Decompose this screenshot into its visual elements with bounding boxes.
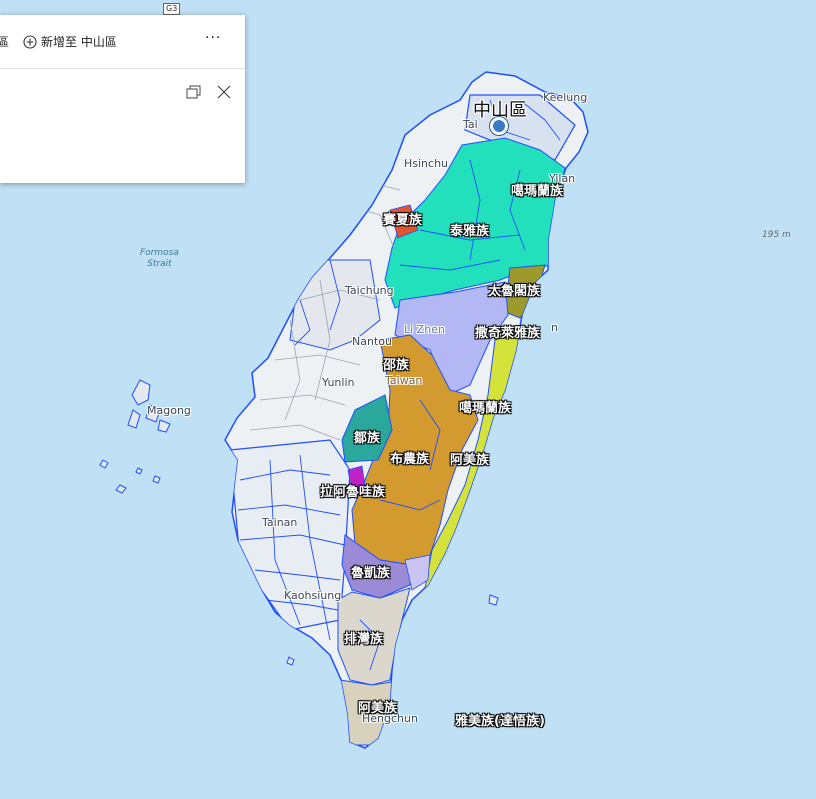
place-taipei: Tai [463,118,478,131]
add-to-collection-button[interactable]: 新增至 中山區 [41,35,117,49]
sea-label: Formosa Strait [140,248,179,269]
place-hualien: n [551,321,558,334]
tribe-label-atayal: 泰雅族 [450,224,490,239]
selected-place-label: 中山區 [473,100,527,121]
add-circle-icon[interactable] [23,34,37,53]
tribe-label-rukai: 魯凱族 [351,566,391,581]
place-magong: Magong [147,404,191,417]
tribe-label-bunun: 布農族 [390,452,430,467]
tribe-label-hla-alua: 拉阿魯哇族 [320,485,386,500]
popout-icon[interactable] [186,84,202,103]
tribe-label-kavalan: 噶瑪蘭族 [511,184,564,199]
place-nantou: Nantou [352,335,392,348]
tribe-label-amis: 阿美族 [450,453,490,468]
panel-toolbar: 區 新增至 中山區 ··· [0,15,245,69]
place-hsinchu: Hsinchu [404,157,449,170]
place-taichung: Taichung [345,284,394,297]
place-keelung: Keelung [543,91,588,104]
location-pin-icon[interactable] [490,117,508,135]
tribe-label-truku: 太魯閣族 [488,284,541,299]
tribe-label-yami: 雅美族(達悟族) [455,714,545,729]
place-li-zhen: Li Zhen [404,323,445,336]
place-yilan: Yilan [549,172,576,185]
tribe-label-tsou: 鄒族 [354,431,381,446]
place-yunlin: Yunlin [322,376,355,389]
tribe-label-kavalan-2: 噶瑪蘭族 [459,401,512,416]
close-icon[interactable] [217,84,231,103]
tribe-label-amis-south: 阿美族 [358,701,398,716]
place-kaohsiung: Kaohsiung [284,589,342,602]
place-taiwan: Taiwan [385,374,423,387]
tribe-label-saisiyat: 賽夏族 [383,213,423,228]
tribe-label-sakizaya: 撒奇萊雅族 [475,326,541,341]
panel-truncated-title: 區 [0,35,10,49]
place-info-panel: 區 新增至 中山區 ··· [0,15,245,183]
tribe-label-thao: 邵族 [383,358,410,373]
tribe-label-paiwan: 排灣族 [344,632,384,647]
elevation-label: 195 m [762,230,791,240]
road-shield: G3 [163,3,181,15]
place-hengchun: Hengchun [362,712,418,725]
place-tainan: Tainan [262,516,298,529]
more-icon[interactable]: ··· [205,30,222,46]
